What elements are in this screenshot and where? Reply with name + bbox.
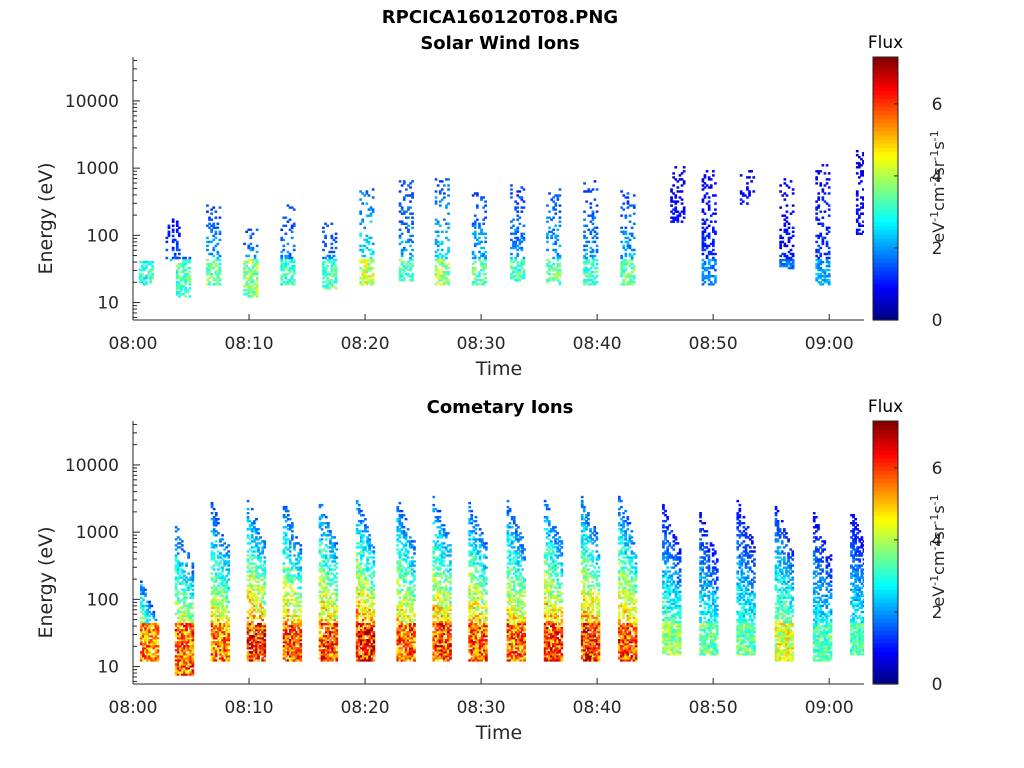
x-tick-label: 08:20 — [341, 698, 390, 718]
x-tick-label: 08:50 — [689, 334, 738, 354]
burst-21 — [855, 150, 864, 235]
heatmap — [140, 495, 864, 676]
burst-11 — [506, 499, 526, 662]
colorbar-tick-label: 2 — [932, 239, 943, 259]
x-tick-label: 08:40 — [573, 334, 622, 354]
burst-20 — [815, 164, 831, 286]
colorbar-tick-label: 6 — [932, 95, 943, 115]
burst-19 — [779, 178, 795, 270]
burst-15 — [620, 190, 636, 286]
burst-14 — [618, 495, 638, 662]
x-tick-label: 08:30 — [457, 698, 506, 718]
panel-1: 10 100 1000 10000 08:00 08:10 08:20 08:30 08:40 0… — [35, 33, 948, 380]
panel-2: 10 100 1000 10000 08:00 08:10 08:20 08:30 08:40 0… — [35, 397, 948, 744]
burst-14 — [583, 180, 599, 286]
burst-4 — [246, 499, 267, 662]
burst-8 — [359, 188, 375, 286]
burst-1 — [138, 260, 154, 286]
colorbar-tick-label: 2 — [932, 603, 943, 623]
x-tick-label: 08:20 — [341, 334, 390, 354]
burst-7 — [355, 499, 376, 662]
burst-17 — [701, 170, 717, 286]
colorbar-tick-label: 0 — [932, 311, 943, 331]
burst-2 — [165, 218, 181, 262]
burst-20 — [850, 514, 864, 656]
burst-3 — [175, 256, 192, 298]
burst-19 — [812, 512, 833, 662]
burst-7 — [322, 222, 338, 290]
x-tick-label: 08:50 — [689, 698, 738, 718]
burst-15 — [662, 503, 682, 656]
y-tick-label: 1000 — [76, 159, 119, 179]
burst-18 — [739, 170, 756, 205]
colorbar-tick-label: 0 — [932, 675, 943, 695]
burst-16 — [699, 512, 719, 656]
x-tick-label: 08:10 — [225, 334, 274, 354]
burst-11 — [471, 192, 487, 286]
y-tick-label: 100 — [87, 590, 119, 610]
burst-13 — [546, 188, 562, 286]
figure-title: RPCICA160120T08.PNG — [382, 7, 618, 28]
panel-title: Cometary Ions — [427, 397, 574, 418]
colorbar: 0 2 4 6 Flux eV-1cm-2sr-1s-1 — [868, 397, 948, 695]
y-tick-label: 100 — [87, 226, 119, 246]
colorbar-title: Flux — [868, 33, 903, 53]
burst-9 — [398, 180, 414, 282]
x-tick-label: 09:00 — [805, 334, 854, 354]
colorbar-title: Flux — [868, 397, 903, 417]
burst-17 — [736, 499, 756, 656]
colorbar-unit-label: eV-1cm-2sr-1s-1 — [928, 130, 949, 242]
x-tick-label: 08:00 — [109, 334, 158, 354]
x-tick-label: 08:30 — [457, 334, 506, 354]
burst-6 — [318, 503, 339, 662]
burst-5 — [243, 228, 259, 298]
panel-title: Solar Wind Ions — [420, 33, 579, 54]
burst-1 — [140, 580, 160, 662]
y-tick-label: 10000 — [65, 92, 119, 112]
burst-2 — [174, 526, 195, 676]
burst-6 — [280, 204, 296, 286]
x-tick-label: 09:00 — [805, 698, 854, 718]
y-tick-label: 1000 — [76, 523, 119, 543]
y-axis-label: Energy (eV) — [35, 526, 57, 638]
burst-3 — [210, 501, 231, 662]
burst-12 — [510, 184, 526, 282]
burst-9 — [432, 495, 452, 662]
heatmap — [138, 150, 864, 298]
x-axis-label: Time — [475, 358, 523, 380]
burst-12 — [543, 499, 564, 662]
y-tick-label: 10 — [97, 658, 119, 678]
burst-16 — [670, 166, 686, 223]
y-axis-label: Energy (eV) — [35, 162, 57, 274]
burst-8 — [396, 501, 416, 662]
colorbar-tick-label: 4 — [932, 531, 943, 551]
x-tick-label: 08:10 — [225, 698, 274, 718]
burst-5 — [282, 505, 303, 662]
x-axis-label: Time — [475, 722, 523, 744]
burst-13 — [580, 495, 601, 662]
colorbar-tick-label: 4 — [932, 167, 943, 187]
burst-10 — [434, 178, 450, 286]
x-tick-label: 08:40 — [573, 698, 622, 718]
x-tick-label: 08:00 — [109, 698, 158, 718]
colorbar: 0 2 4 6 Flux eV-1cm-2sr-1s-1 — [868, 33, 948, 331]
y-tick-label: 10000 — [65, 456, 119, 476]
y-tick-label: 10 — [97, 294, 119, 314]
colorbar-unit-label: eV-1cm-2sr-1s-1 — [928, 494, 949, 606]
burst-10 — [468, 501, 488, 662]
burst-4 — [206, 204, 222, 286]
burst-18 — [774, 505, 795, 662]
colorbar-tick-label: 6 — [932, 459, 943, 479]
